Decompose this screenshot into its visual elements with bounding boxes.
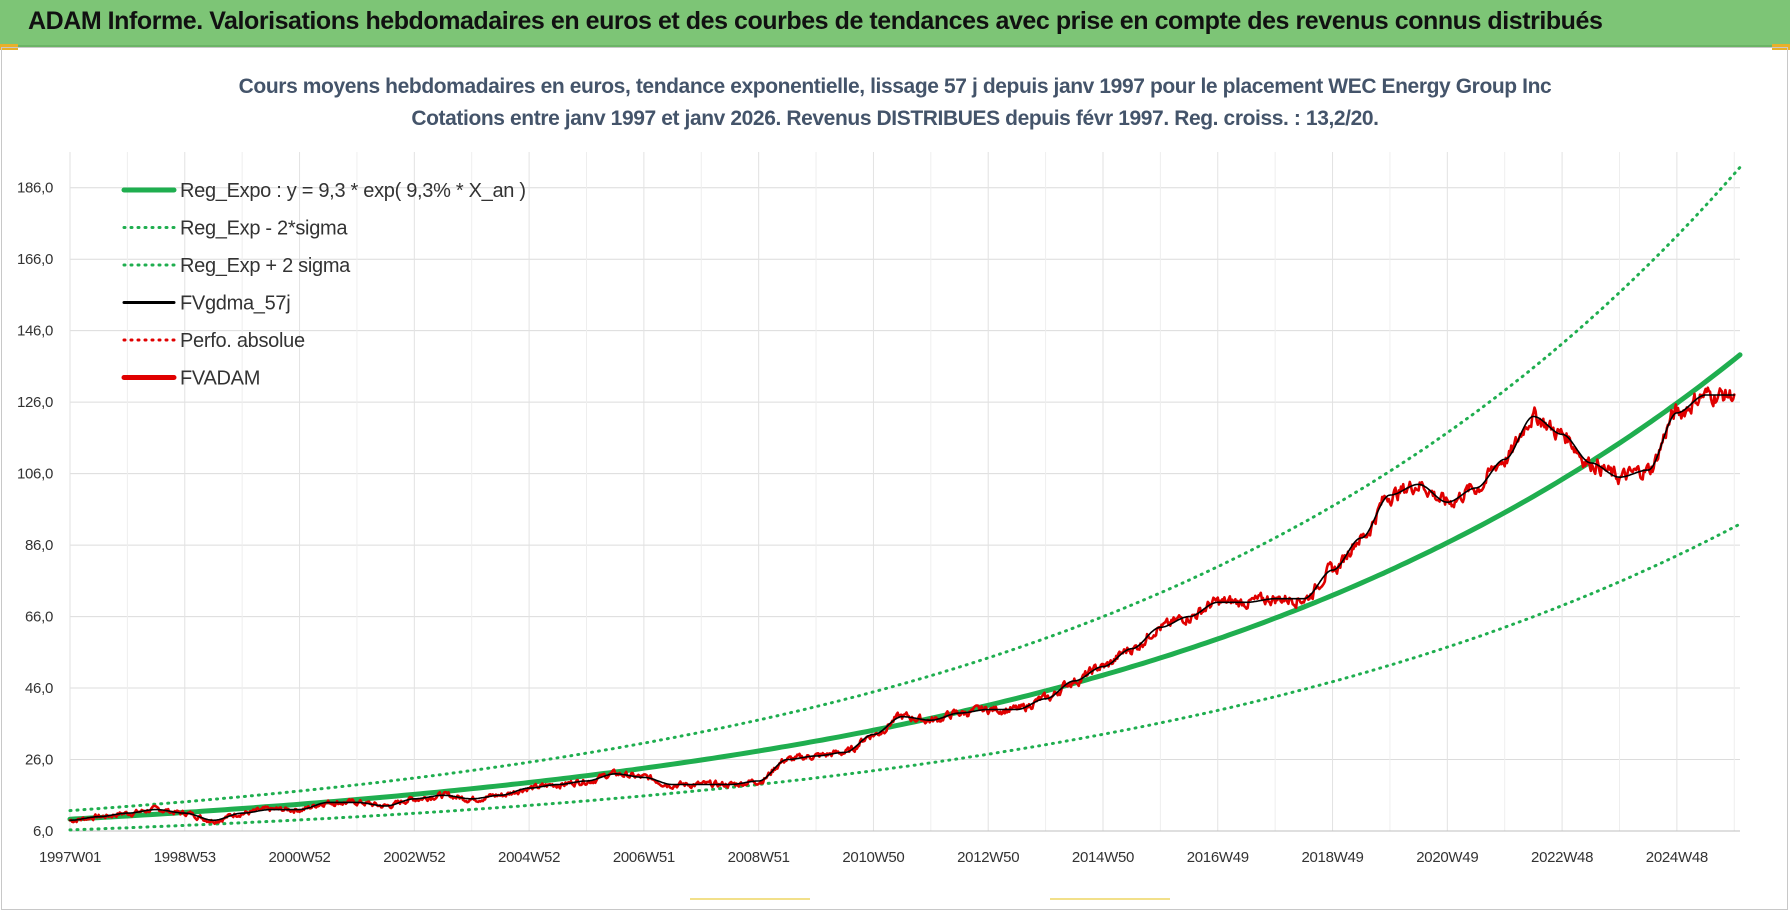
x-tick-label: 2012W50 xyxy=(957,849,1019,866)
x-axis-ticks: 1997W01 1998W53 2000W52 2002W52 2004W52 2006W… xyxy=(39,849,1708,866)
x-tick-label: 2002W52 xyxy=(383,849,445,866)
legend-label: FVgdma_57j xyxy=(180,293,290,315)
y-tick-label: 146,0 xyxy=(17,323,53,340)
chart-series xyxy=(67,165,1743,832)
x-tick-label: 2008W51 xyxy=(728,849,790,866)
x-tick-label: 2000W52 xyxy=(268,849,330,866)
x-tick-label: 2016W49 xyxy=(1187,849,1249,866)
series-line-reg-exp-2-sigma xyxy=(68,165,1742,813)
x-tick-label: 2022W48 xyxy=(1531,849,1593,866)
y-tick-label: 106,0 xyxy=(17,466,53,483)
y-tick-label: 46,0 xyxy=(25,680,53,697)
x-tick-label: 1997W01 xyxy=(39,849,101,866)
y-tick-label: 166,0 xyxy=(17,251,53,268)
chart-legend: Reg_Expo : y = 9,3 * exp( 9,3% * X_an ) R… xyxy=(121,180,526,390)
report-banner-title: ADAM Informe. Valorisations hebdomadaire… xyxy=(28,7,1603,35)
y-axis-ticks: 6,0 26,0 46,0 66,0 86,0 106,0 126,0 146,0 166,0 1… xyxy=(17,180,53,840)
legend-label: Reg_Exp + 2 sigma xyxy=(180,255,351,277)
y-tick-label: 86,0 xyxy=(25,537,53,554)
series-line-fvadam xyxy=(68,386,1736,825)
y-tick-label: 6,0 xyxy=(33,823,53,840)
x-tick-label: 2024W48 xyxy=(1646,849,1708,866)
y-tick-label: 186,0 xyxy=(17,180,53,197)
x-tick-label: 2020W49 xyxy=(1416,849,1478,866)
legend-label: FVADAM xyxy=(180,368,260,390)
x-tick-label: 1998W53 xyxy=(154,849,216,866)
series-line-reg-expo-y-9-3-exp-9-3-x-an xyxy=(67,352,1743,822)
series-line-fvgdma-57j xyxy=(69,394,1736,822)
x-tick-label: 2006W51 xyxy=(613,849,675,866)
y-tick-label: 126,0 xyxy=(17,394,53,411)
legend-label: Reg_Exp - 2*sigma xyxy=(180,218,348,240)
chart-frame xyxy=(1,47,1788,910)
legend-label: Reg_Expo : y = 9,3 * exp( 9,3% * X_an ) xyxy=(180,180,526,202)
y-tick-label: 26,0 xyxy=(25,752,53,769)
x-tick-label: 2010W50 xyxy=(842,849,904,866)
legend-label: Perfo. absolue xyxy=(180,330,305,352)
report-banner: ADAM Informe. Valorisations hebdomadaire… xyxy=(0,0,1790,47)
x-tick-label: 2018W49 xyxy=(1301,849,1363,866)
y-tick-label: 66,0 xyxy=(25,609,53,626)
x-tick-label: 2004W52 xyxy=(498,849,560,866)
chart-subtitle: Cotations entre janv 1997 et janv 2026. … xyxy=(411,107,1378,130)
chart-title: Cours moyens hebdomadaires en euros, ten… xyxy=(239,75,1552,98)
chart-grid xyxy=(69,152,1740,832)
x-tick-label: 2014W50 xyxy=(1072,849,1134,866)
series-line-reg-exp-2-sigma xyxy=(68,522,1742,832)
